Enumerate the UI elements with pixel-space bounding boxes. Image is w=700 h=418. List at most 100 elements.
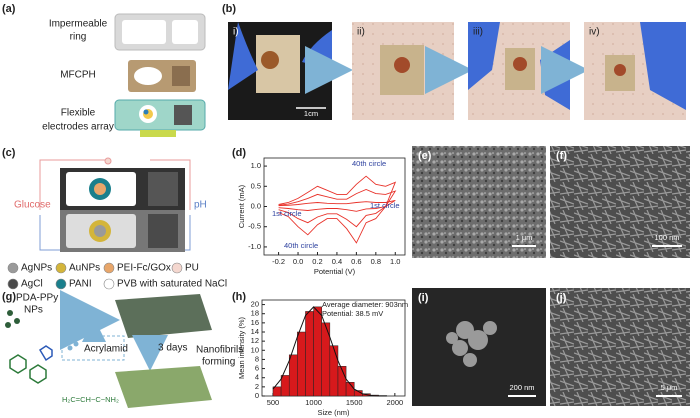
y-tick-label: 6 [255, 364, 259, 373]
y-tick-label: 0.0 [251, 201, 261, 210]
panel-label: (f) [556, 150, 567, 162]
x-tick-label: 0.6 [351, 257, 361, 266]
annotation: Potential: 38.5 mV [322, 309, 383, 318]
cv-chart: -0.2 0.0 0.2 0.4 0.6 0.8 1.0 -1.0 -0.5 0.0 0.5 1.0 P… [237, 157, 406, 276]
panel-label: (a) [2, 3, 16, 15]
annotation: 40th circle [352, 159, 386, 168]
bar [288, 354, 298, 397]
bar [337, 366, 347, 397]
y-tick-label: -1.0 [248, 242, 261, 251]
y-tick-label: 8 [255, 354, 259, 363]
formula: H₂C=CH−C−NH₂ [62, 395, 119, 404]
step-label: i) [233, 27, 239, 38]
scale-bar-label: 200 nm [509, 383, 534, 392]
annotation: Average diameter: 903nm [322, 300, 408, 309]
cv-curve [278, 175, 397, 244]
cv-curve [278, 199, 396, 212]
annotation: 1st circle [370, 201, 400, 210]
legend-label: PEI-Fc/GOx [117, 263, 171, 274]
legend-swatch [7, 262, 19, 274]
legend-swatch [55, 262, 67, 274]
sem-image [412, 146, 546, 258]
photo-sequence [228, 22, 686, 120]
sem-image [550, 288, 690, 406]
y-tick-label: 4 [255, 373, 259, 382]
y-tick-label: 16 [251, 318, 259, 327]
bar [313, 306, 322, 397]
legend-swatch [55, 278, 67, 290]
legend-swatch [103, 278, 115, 290]
time-label: 3 days [158, 343, 187, 354]
scale-bar-label: 1cm [304, 109, 318, 118]
panel-label: (j) [556, 292, 567, 304]
process-label: forming [202, 357, 235, 368]
annotation: 1st circle [272, 209, 302, 218]
y-axis-label: Mean intensity (%) [237, 316, 246, 379]
process-label: Nanofibrils [196, 345, 243, 356]
bar [280, 375, 290, 397]
x-axis-label: Potential (V) [314, 267, 356, 276]
x-tick-label: 1500 [346, 398, 363, 407]
annotation: 40th circle [284, 241, 318, 250]
y-tick-label: 12 [251, 336, 259, 345]
sensor-label: Glucose [14, 200, 51, 211]
y-tick-label: 20 [251, 300, 259, 309]
y-tick-label: 0 [255, 391, 259, 400]
step-label: ii) [357, 27, 365, 38]
step-label: iii) [473, 27, 483, 38]
y-tick-label: 1.0 [251, 161, 261, 170]
panel-label: (h) [232, 291, 246, 303]
y-tick-label: 10 [251, 345, 259, 354]
x-tick-label: 2000 [387, 398, 404, 407]
layer-label: Impermeable [49, 19, 108, 30]
legend-swatch [171, 262, 183, 274]
sem-image [550, 146, 690, 258]
layer-label: ring [70, 32, 87, 43]
x-tick-label: 0.4 [332, 257, 342, 266]
legend-label: AgNPs [21, 263, 52, 274]
y-tick-label: 18 [251, 309, 259, 318]
panel-label: (d) [232, 147, 246, 159]
x-tick-label: 0.8 [371, 257, 381, 266]
device-illustration [114, 13, 206, 137]
layer-label: MFCPH [60, 70, 96, 81]
fit-curve [272, 306, 387, 397]
step-label: iv) [589, 27, 600, 38]
layer-label: Flexible [61, 108, 96, 119]
legend-label: PU [185, 263, 199, 274]
cv-curve [278, 189, 397, 228]
bar [297, 331, 306, 397]
synthesis-schematic [5, 290, 212, 408]
particle-cluster [446, 321, 497, 367]
x-tick-label: -0.2 [272, 257, 285, 266]
x-axis-label: Size (nm) [317, 408, 350, 417]
x-tick-label: 0.0 [293, 257, 303, 266]
x-tick-label: 1.0 [390, 257, 400, 266]
monomer-label: Acrylamid [84, 344, 128, 355]
particle-label: PDA-PPy [16, 293, 58, 304]
layer-label: electrodes array [42, 122, 114, 133]
y-tick-label: 2 [255, 382, 259, 391]
scale-bar-label: 100 nm [654, 233, 679, 242]
y-tick-label: -0.5 [248, 222, 261, 231]
y-tick-label: 0.5 [251, 181, 261, 190]
legend-swatch [103, 262, 115, 274]
panel-label: (e) [418, 150, 432, 162]
panel-label: (i) [418, 292, 429, 304]
legend-label: AuNPs [69, 263, 100, 274]
sensor-label: pH [194, 200, 207, 211]
y-tick-label: 14 [251, 327, 259, 336]
legend-label: PVB with saturated NaCl [117, 279, 227, 290]
x-tick-label: 1000 [305, 398, 322, 407]
legend: AgNPs AuNPs PEI-Fc/GOx PU AgCl PANI PVB with s… [7, 262, 227, 290]
panel-label: (b) [222, 3, 236, 15]
legend-label: AgCl [21, 279, 43, 290]
bar [329, 345, 339, 397]
bar [305, 311, 314, 397]
particle-label: NPs [24, 305, 43, 316]
panel-label: (g) [2, 291, 16, 303]
x-tick-label: 500 [267, 398, 280, 407]
panel-label: (c) [2, 147, 16, 159]
